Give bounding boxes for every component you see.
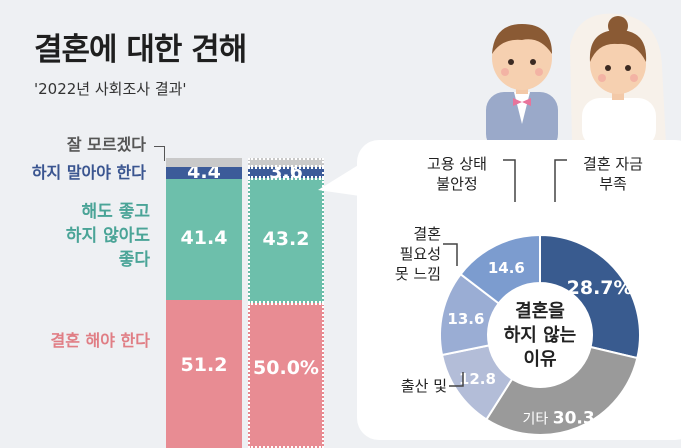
label-not-needed: 결혼 필요성 못 느낌 bbox=[394, 225, 441, 283]
donut-value-not-needed: 13.6 bbox=[447, 310, 484, 328]
bar-2-value-either: 43.2 bbox=[262, 228, 310, 251]
bar-1-segment-should-marry: 51.2 bbox=[166, 299, 242, 448]
unsure-bracket bbox=[154, 146, 165, 161]
bar-1-segment-either: 41.4 bbox=[166, 179, 242, 300]
bride-hair bbox=[589, 30, 647, 62]
donut-value-job: 14.6 bbox=[488, 259, 525, 277]
bride-dress bbox=[582, 98, 656, 144]
donut-center-label-2: 하지 않는 bbox=[504, 325, 577, 346]
donut-value-funding: 28.7% bbox=[567, 277, 633, 299]
bar-1-segment-unsure bbox=[166, 158, 242, 167]
bar-1-value-either: 41.4 bbox=[180, 227, 228, 250]
bar-2-segment-either: 43.2 bbox=[248, 177, 324, 303]
bar-1-value-should-marry: 51.2 bbox=[180, 353, 228, 376]
leader-lines bbox=[443, 159, 567, 387]
legend-should-not: 하지 말아야 한다 bbox=[31, 163, 146, 182]
stacked-bar-1: 51.2 41.4 4.4 bbox=[166, 158, 242, 448]
donut-center bbox=[489, 284, 591, 386]
page-subtitle: '2022년 사회조사 결과' bbox=[34, 80, 187, 98]
donut-value-childbirth: 12.8 bbox=[459, 370, 496, 388]
donut-center-label-3: 이유 bbox=[523, 349, 556, 370]
bar-1-segment-should-not: 4.4 bbox=[166, 161, 242, 183]
bar-2-segment-should-marry: 50.0% bbox=[248, 303, 324, 448]
donut-center-label-1: 결혼을 bbox=[515, 300, 565, 322]
label-childbirth: 출산 및 bbox=[400, 377, 447, 395]
donut-slice-job bbox=[459, 233, 541, 305]
stacked-bar-2: 50.0% 43.2 3.6 bbox=[248, 158, 324, 448]
label-funding: 결혼 자금 부족 bbox=[583, 155, 643, 193]
label-job: 고용 상태 불안정 bbox=[427, 155, 487, 193]
legend-unsure: 잘 모르겠다 bbox=[66, 135, 146, 154]
reasons-callout: 28.7% 기타 30.3 12.8 13.6 14.6 결혼을 하지 않는 이유 결혼 자금… bbox=[357, 140, 681, 440]
page-title: 결혼에 대한 견해 bbox=[34, 32, 247, 68]
legend-should-marry: 결혼 해야 한다 bbox=[50, 331, 150, 350]
bar-2-value-should-marry: 50.0% bbox=[253, 357, 319, 379]
donut-slice-funding bbox=[539, 233, 641, 360]
bar-2-segment-unsure bbox=[248, 158, 324, 168]
bar-2-segment-should-not: 3.6 bbox=[248, 161, 324, 183]
callout-pointer bbox=[318, 164, 360, 196]
groom-hair bbox=[492, 24, 552, 54]
couple-illustration bbox=[486, 13, 666, 144]
legend-either: 해도 좋고 하지 않아도 좋다 bbox=[65, 202, 150, 270]
